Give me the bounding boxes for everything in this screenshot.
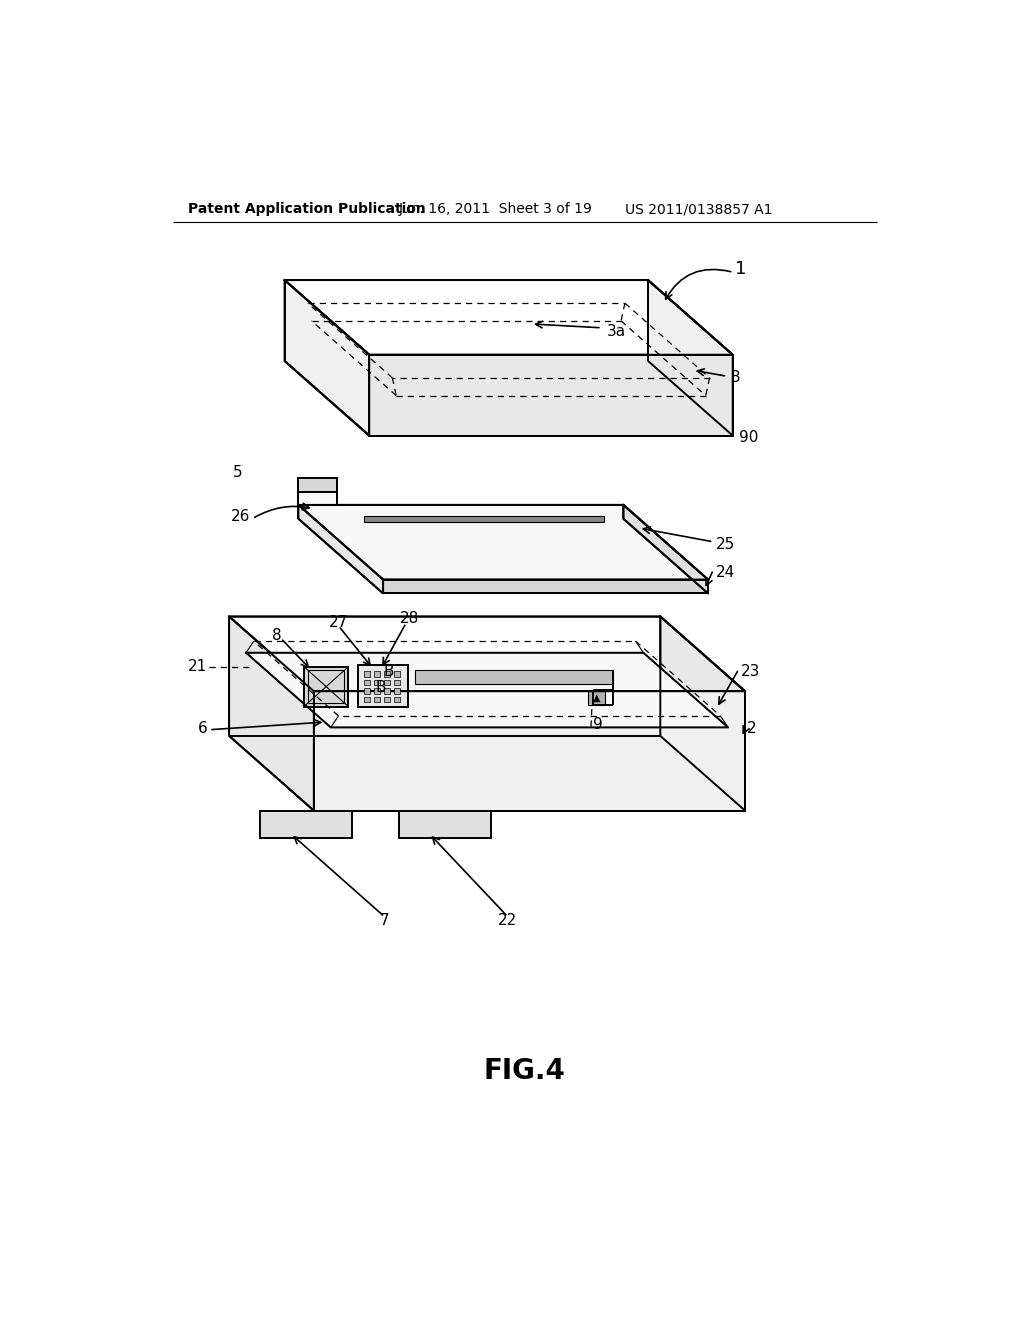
Polygon shape <box>384 688 390 693</box>
Text: 2: 2 <box>746 721 756 735</box>
Text: 3: 3 <box>731 371 741 385</box>
Text: 27: 27 <box>330 615 348 630</box>
Polygon shape <box>416 671 612 684</box>
Text: 25: 25 <box>716 537 735 553</box>
Polygon shape <box>285 280 733 355</box>
Text: 1: 1 <box>735 260 746 277</box>
Polygon shape <box>364 697 370 702</box>
Polygon shape <box>229 616 745 692</box>
Polygon shape <box>374 680 380 685</box>
Polygon shape <box>298 478 337 492</box>
Text: 8: 8 <box>271 628 282 643</box>
Text: 90: 90 <box>739 429 758 445</box>
Polygon shape <box>285 280 370 436</box>
Text: 6: 6 <box>198 721 208 735</box>
Polygon shape <box>384 671 390 677</box>
Text: B: B <box>376 680 386 694</box>
Polygon shape <box>229 616 313 810</box>
Text: US 2011/0138857 A1: US 2011/0138857 A1 <box>625 202 772 216</box>
Polygon shape <box>364 688 370 693</box>
Text: 24: 24 <box>716 565 735 581</box>
Polygon shape <box>588 692 605 705</box>
Polygon shape <box>398 810 490 838</box>
Text: 23: 23 <box>741 664 761 680</box>
Text: 7: 7 <box>380 913 389 928</box>
Text: 9: 9 <box>593 717 602 731</box>
Polygon shape <box>660 616 745 810</box>
Polygon shape <box>364 680 370 685</box>
Polygon shape <box>246 653 728 727</box>
Polygon shape <box>298 506 383 594</box>
Text: 28: 28 <box>400 611 419 627</box>
Polygon shape <box>384 697 390 702</box>
Polygon shape <box>383 579 708 594</box>
Polygon shape <box>394 671 400 677</box>
Text: 3a: 3a <box>606 325 626 339</box>
Text: Jun. 16, 2011  Sheet 3 of 19: Jun. 16, 2011 Sheet 3 of 19 <box>398 202 593 216</box>
Polygon shape <box>384 680 390 685</box>
Text: FIG.4: FIG.4 <box>484 1057 565 1085</box>
Polygon shape <box>394 697 400 702</box>
Text: 26: 26 <box>230 510 250 524</box>
Polygon shape <box>260 810 352 838</box>
Polygon shape <box>374 688 380 693</box>
Polygon shape <box>374 671 380 677</box>
Polygon shape <box>394 688 400 693</box>
Polygon shape <box>364 516 604 521</box>
Polygon shape <box>370 355 733 436</box>
Polygon shape <box>298 506 708 579</box>
Text: 22: 22 <box>499 913 517 928</box>
Polygon shape <box>313 692 745 810</box>
Text: 5: 5 <box>232 465 243 480</box>
Polygon shape <box>357 665 408 708</box>
Polygon shape <box>394 680 400 685</box>
Polygon shape <box>304 667 348 706</box>
Polygon shape <box>624 506 708 594</box>
Text: 21: 21 <box>188 659 208 675</box>
Text: B: B <box>383 664 394 680</box>
Text: ▲: ▲ <box>593 693 600 704</box>
Polygon shape <box>364 671 370 677</box>
Polygon shape <box>298 478 337 506</box>
Text: Patent Application Publication: Patent Application Publication <box>188 202 426 216</box>
Polygon shape <box>648 280 733 436</box>
Polygon shape <box>374 697 380 702</box>
